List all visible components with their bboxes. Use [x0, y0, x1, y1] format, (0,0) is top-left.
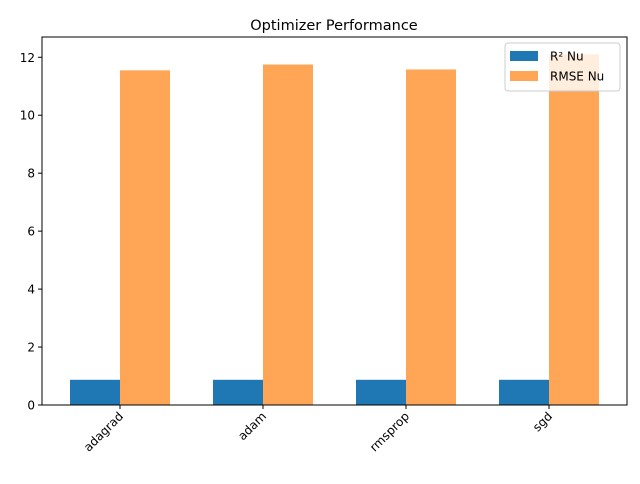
y-tick-label: 0	[27, 399, 35, 413]
y-tick-label: 4	[27, 283, 35, 297]
legend-label: RMSE Nu	[550, 70, 604, 84]
y-tick-label: 10	[20, 109, 35, 123]
bar-rmse-nu-adagrad	[120, 70, 170, 405]
legend-swatch	[510, 51, 538, 61]
legend: R² Nu RMSE Nu	[504, 42, 621, 92]
axes-frame	[41, 36, 628, 406]
bar-rmse-nu-sgd	[549, 54, 599, 405]
y-tick-label: 2	[27, 341, 35, 355]
y-tick-label: 6	[27, 225, 35, 239]
bar-rmse-nu-adam	[263, 64, 313, 405]
bar-r2-nu-sgd	[499, 379, 549, 405]
bar-r2-nu-adagrad	[70, 379, 120, 405]
legend-swatch	[510, 71, 538, 81]
bar-r2-nu-adam	[213, 379, 263, 405]
bar-r2-nu-rmsprop	[356, 379, 406, 405]
bar-rmse-nu-rmsprop	[406, 69, 456, 405]
chart-title: Optimizer Performance	[250, 18, 418, 34]
y-tick-label: 8	[27, 167, 35, 181]
legend-label: R² Nu	[550, 50, 584, 64]
y-tick-label: 12	[20, 51, 35, 65]
